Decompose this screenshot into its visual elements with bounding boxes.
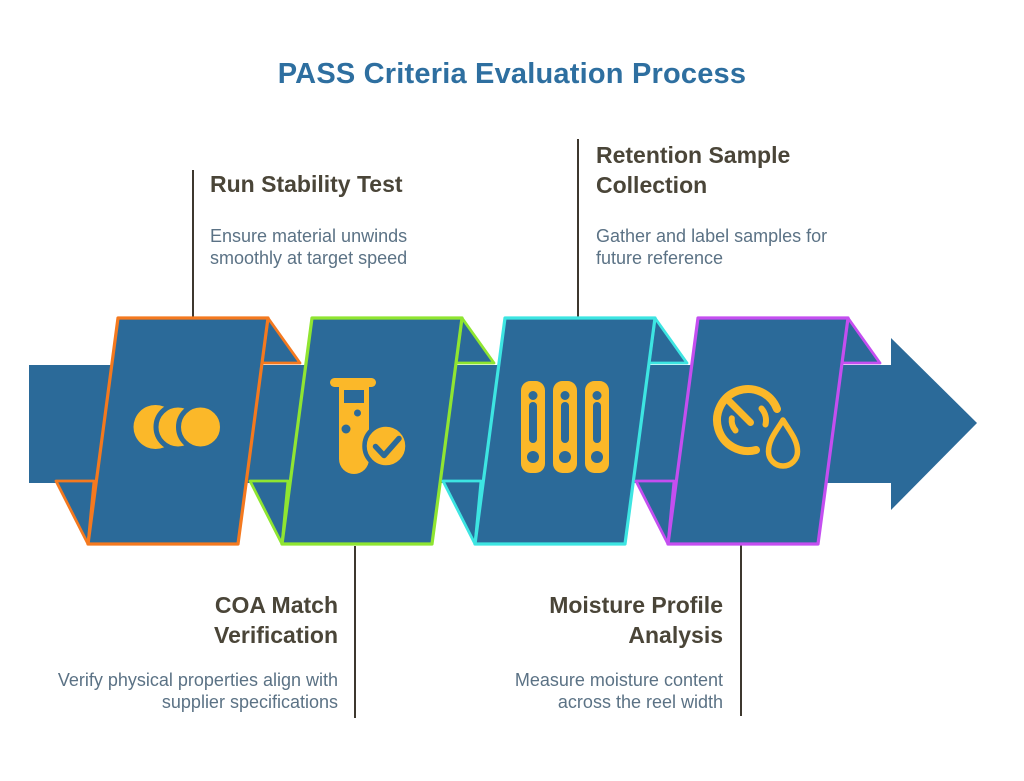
connector-line-step-2: [354, 546, 356, 718]
step-label-1: Run Stability Test Ensure material unwin…: [210, 169, 465, 269]
step-shape-4: [634, 316, 882, 546]
ring-binders-icon: [521, 381, 609, 473]
connector-line-step-1: [192, 170, 194, 320]
step-title: Run Stability Test: [210, 171, 403, 197]
step-shape-3: [441, 316, 689, 546]
step-title: Retention Sample Collection: [596, 142, 791, 198]
step-label-2: COA Match Verification Verify physical p…: [53, 590, 338, 713]
step-shape-2: [248, 316, 496, 546]
step-description: Ensure material unwinds smoothly at targ…: [210, 226, 408, 268]
connector-line-step-3: [577, 139, 579, 322]
step-label-4: Moisture Profile Analysis Measure moistu…: [483, 590, 723, 713]
step-description: Verify physical properties align with su…: [57, 670, 338, 712]
connector-line-step-4: [740, 544, 742, 716]
step-shape-1: [54, 316, 302, 546]
step-description: Measure moisture content across the reel…: [514, 670, 723, 712]
step-panel-4: [666, 316, 850, 546]
step-title: Moisture Profile Analysis: [549, 592, 723, 648]
step-title: COA Match Verification: [214, 592, 338, 648]
step-label-3: Retention Sample Collection Gather and l…: [596, 140, 846, 269]
arrow-head: [891, 338, 977, 510]
test-tube-check-icon: [330, 378, 410, 474]
page-title: PASS Criteria Evaluation Process: [277, 58, 747, 90]
step-description: Gather and label samples for future refe…: [596, 226, 828, 268]
moisture-gauge-icon: [713, 385, 801, 469]
overlapping-reels-icon: [133, 402, 225, 452]
